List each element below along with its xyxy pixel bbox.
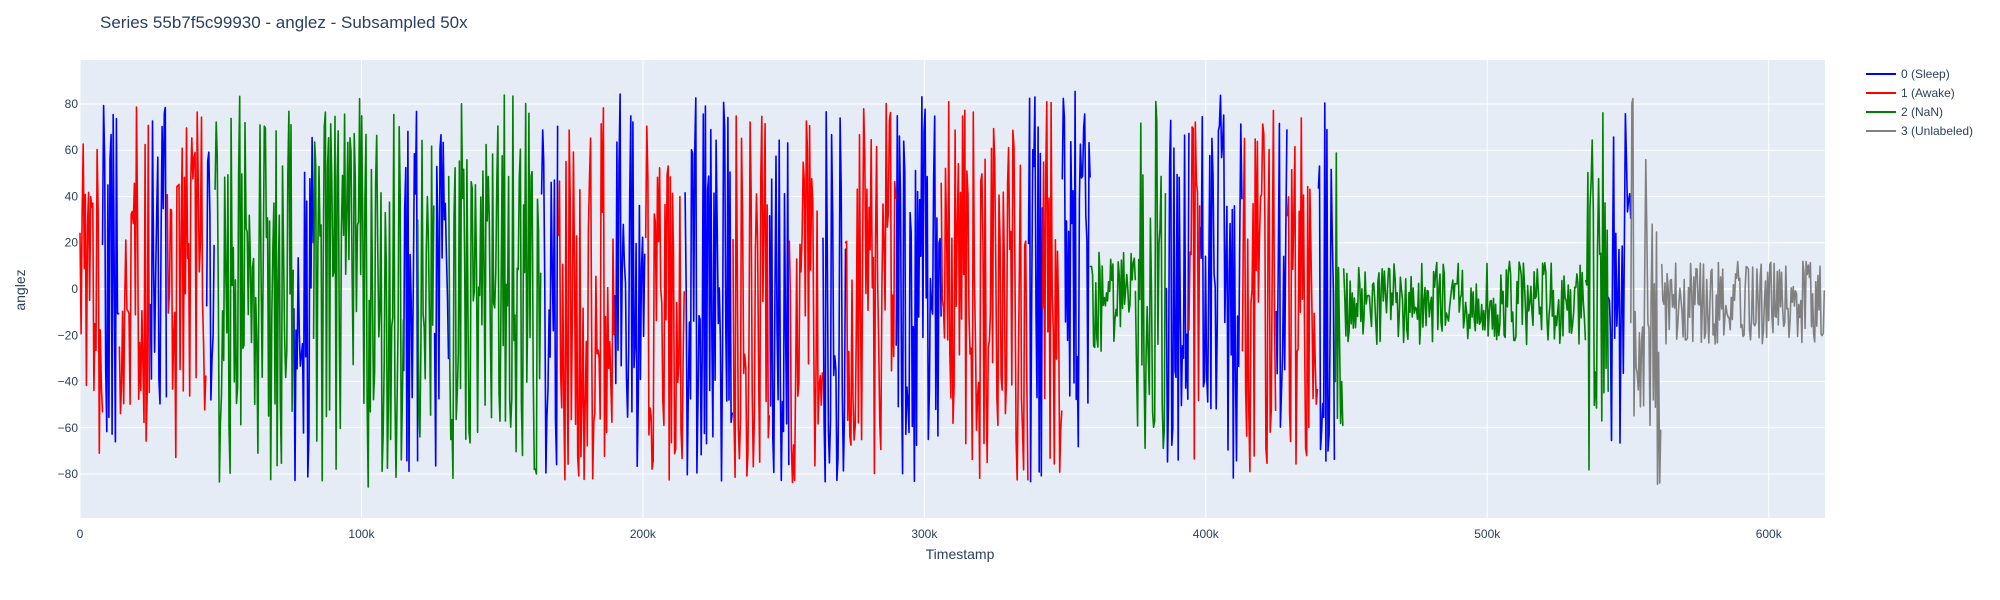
series-2-group	[214, 94, 1609, 488]
series-line-segment	[79, 143, 104, 454]
x-tick-label: 300k	[911, 527, 938, 541]
y-tick-label: −60	[58, 421, 79, 435]
series-line-segment	[1286, 117, 1319, 465]
series-line-segment	[788, 120, 824, 484]
series-1-group	[79, 100, 1319, 484]
series-line-segment	[940, 100, 1029, 481]
series-line-segment	[447, 94, 542, 479]
legend-item[interactable]: 3 (Unlabeled)	[1866, 124, 1973, 138]
series-line-segment	[1275, 122, 1288, 428]
series-line-segment	[1061, 90, 1091, 448]
series-line-segment	[1241, 109, 1277, 473]
series-0-group	[101, 90, 1632, 483]
y-tick-label: −40	[58, 375, 79, 389]
series-3-group	[1630, 97, 1826, 486]
legend-item[interactable]: 2 (NaN)	[1866, 105, 1943, 119]
series-line-segment	[293, 136, 314, 482]
x-tick-label: 200k	[630, 527, 657, 541]
series-line-segment	[732, 115, 771, 478]
series-line-segment	[312, 97, 405, 488]
y-tick-label: 40	[65, 189, 79, 203]
series-line-segment	[433, 134, 450, 467]
x-tick-label: 0	[77, 527, 84, 541]
series-line-segment	[644, 125, 685, 481]
series-line-segment	[214, 95, 294, 483]
chart-title: Series 55b7f5c99930 - anglez - Subsample…	[100, 13, 468, 32]
series-line-segment	[1607, 113, 1632, 444]
y-tick-label: −80	[58, 467, 79, 481]
series-line-segment	[1165, 119, 1190, 463]
legend-label: 0 (Sleep)	[1901, 67, 1950, 81]
series-line-segment	[1199, 94, 1243, 479]
y-tick-label: −20	[58, 328, 79, 342]
x-tick-label: 100k	[348, 527, 375, 541]
series-line-segment	[402, 110, 419, 473]
y-tick-label: 20	[65, 236, 79, 250]
legend-item[interactable]: 0 (Sleep)	[1866, 67, 1950, 81]
series-line-segment	[1630, 97, 1662, 486]
series-line-segment	[205, 151, 215, 401]
x-axis-label: Timestamp	[926, 546, 995, 562]
x-tick-label: 500k	[1474, 527, 1501, 541]
series-line-segment	[101, 104, 120, 443]
series-line-segment	[149, 106, 168, 405]
y-tick-label: 0	[71, 282, 78, 296]
series-line-segment	[1661, 260, 1826, 345]
series-line-segment	[1342, 260, 1587, 346]
series-line-segment	[1089, 251, 1137, 352]
series-line-segment	[822, 111, 847, 483]
series-line-segment	[118, 106, 151, 442]
series-line-segment	[768, 139, 790, 482]
y-tick-label: 60	[65, 143, 79, 157]
x-tick-label: 400k	[1193, 527, 1220, 541]
series-line-segment	[1027, 96, 1044, 483]
series-line-segment	[1188, 121, 1201, 460]
legend-label: 1 (Awake)	[1901, 86, 1955, 100]
series-line-segment	[557, 107, 615, 481]
y-tick-label: 80	[65, 97, 79, 111]
y-axis-label: anglez	[12, 269, 28, 310]
series-line-segment	[844, 102, 897, 475]
series-line-segment	[416, 139, 435, 438]
series-line-segment	[614, 93, 646, 467]
series-line-segment	[166, 111, 207, 459]
series-line-segment	[1334, 152, 1344, 427]
series-line-segment	[1041, 100, 1063, 473]
series-line-segment	[540, 125, 559, 474]
series-line-segment	[684, 97, 733, 482]
series-line-segment	[895, 96, 942, 482]
x-tick-label: 600k	[1756, 527, 1783, 541]
series-line-segment	[1585, 112, 1609, 471]
series-line-segment	[1317, 102, 1336, 462]
legend-item[interactable]: 1 (Awake)	[1866, 86, 1955, 100]
legend-label: 2 (NaN)	[1901, 105, 1943, 119]
legend-label: 3 (Unlabeled)	[1901, 124, 1973, 138]
series-line-segment	[1134, 100, 1167, 450]
